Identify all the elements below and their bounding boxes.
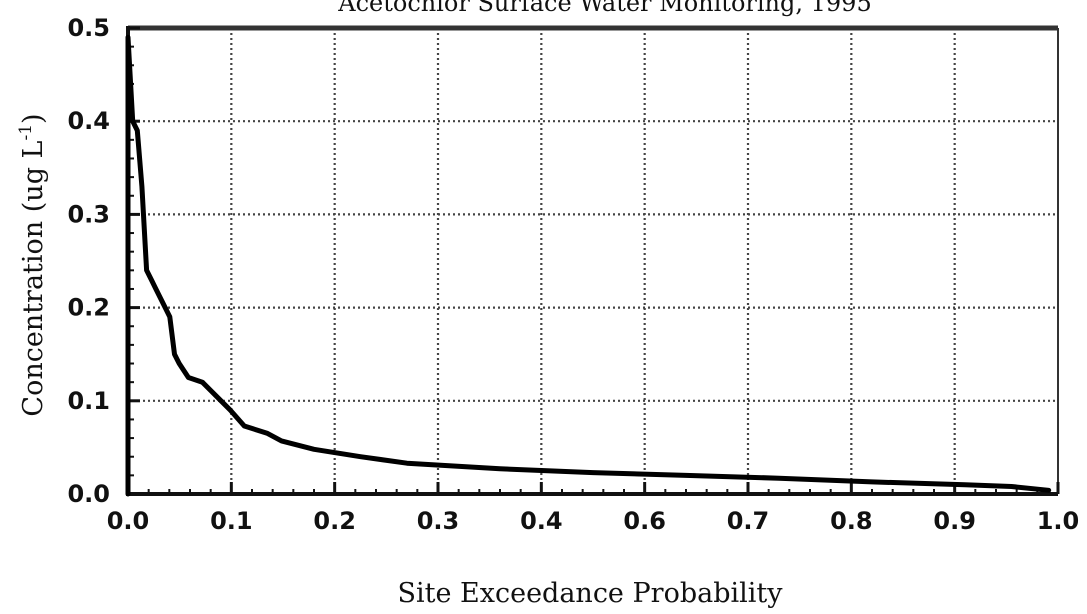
y-axis-title-exponent: -1	[16, 124, 36, 141]
x-axis-title: Site Exceedance Probability	[397, 578, 783, 609]
y-axis: 0.0 0.1 0.2 0.3 0.4 0.5	[67, 14, 140, 508]
x-tick-label: 1.0	[1037, 507, 1080, 535]
x-tick-label: 0.7	[727, 507, 770, 535]
y-tick-label: 0.2	[67, 294, 110, 322]
x-tick-label: 0.2	[313, 507, 356, 535]
grid	[128, 28, 1058, 494]
y-axis-title-text: Concentration (ug L	[18, 140, 49, 416]
x-tick-label: 0.3	[417, 507, 460, 535]
x-tick-label: 0.1	[210, 507, 253, 535]
x-tick-label: 0.8	[830, 507, 873, 535]
y-axis-title: Concentration (ug L-1)	[16, 113, 49, 416]
x-tick-label: 0.6	[623, 507, 666, 535]
y-tick-label: 0.5	[67, 14, 110, 42]
x-tick-label: 0.9	[933, 507, 976, 535]
y-tick-label: 0.3	[67, 200, 110, 228]
x-axis: 0.0 0.1 0.2 0.3 0.4 0.6 0.7 0.8 0.9 1.0	[107, 482, 1080, 535]
y-tick-label: 0.0	[67, 480, 110, 508]
y-tick-label: 0.1	[67, 387, 110, 415]
x-tick-label: 0.4	[520, 507, 563, 535]
series-group	[125, 34, 1052, 497]
x-tick-label: 0.0	[107, 507, 150, 535]
chart-title: Acetochlor Surface Water Monitoring, 199…	[337, 0, 871, 17]
series-line-1	[125, 34, 1052, 497]
y-axis-title-close: )	[18, 113, 49, 124]
y-tick-label: 0.4	[67, 107, 110, 135]
